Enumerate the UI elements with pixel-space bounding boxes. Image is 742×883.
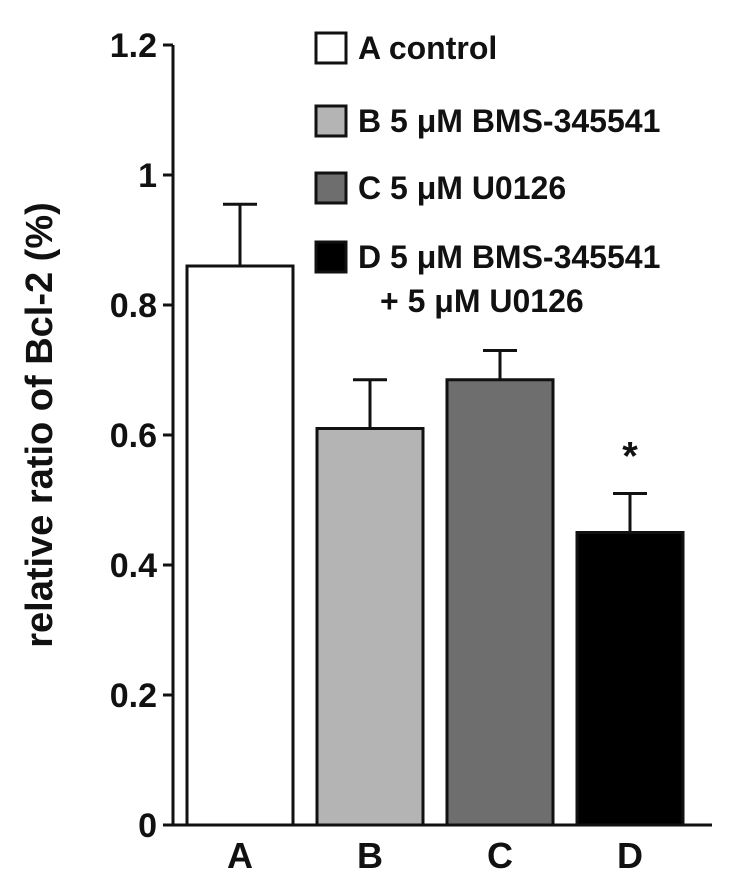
y-tick-label-4: 0.8 [110,287,157,325]
legend-swatch-B [314,104,348,138]
x-tick-label-B: B [357,835,383,876]
y-axis-label: relative ratio of Bcl-2 (%) [19,202,61,648]
legend-swatch-D [314,240,348,274]
bar-B [315,427,425,827]
legend: A control B 5 μM BMS-345541 C 5 μM U0126 D … [314,30,660,319]
bar-A [185,264,295,827]
legend-swatch-A [314,31,348,65]
x-tick-label-A: A [227,835,253,876]
legend-swatch-C [314,171,348,205]
legend-entry-A: A control [358,30,497,66]
x-tick-label-C: C [487,835,513,876]
y-tick-label-1: 0.2 [110,677,157,715]
legend-entry-D: D 5 μM BMS-345541 [358,239,660,275]
legend-entry-C: C 5 μM U0126 [358,170,566,206]
y-tick-label-5: 1 [138,157,157,195]
bar-C [445,378,555,827]
y-tick-label-2: 0.4 [110,547,157,585]
y-tick-label-0: 0 [138,807,157,845]
bars: A B C D * [185,202,685,876]
y-tick-label-3: 0.6 [110,417,157,455]
y-tick-label-6: 1.2 [110,27,157,65]
legend-entry-B: B 5 μM BMS-345541 [358,103,660,139]
legend-entry-D-line2: + 5 μM U0126 [380,283,584,319]
x-tick-label-D: D [617,835,643,876]
bar-D [575,531,685,827]
significance-marker-D: * [622,435,638,479]
